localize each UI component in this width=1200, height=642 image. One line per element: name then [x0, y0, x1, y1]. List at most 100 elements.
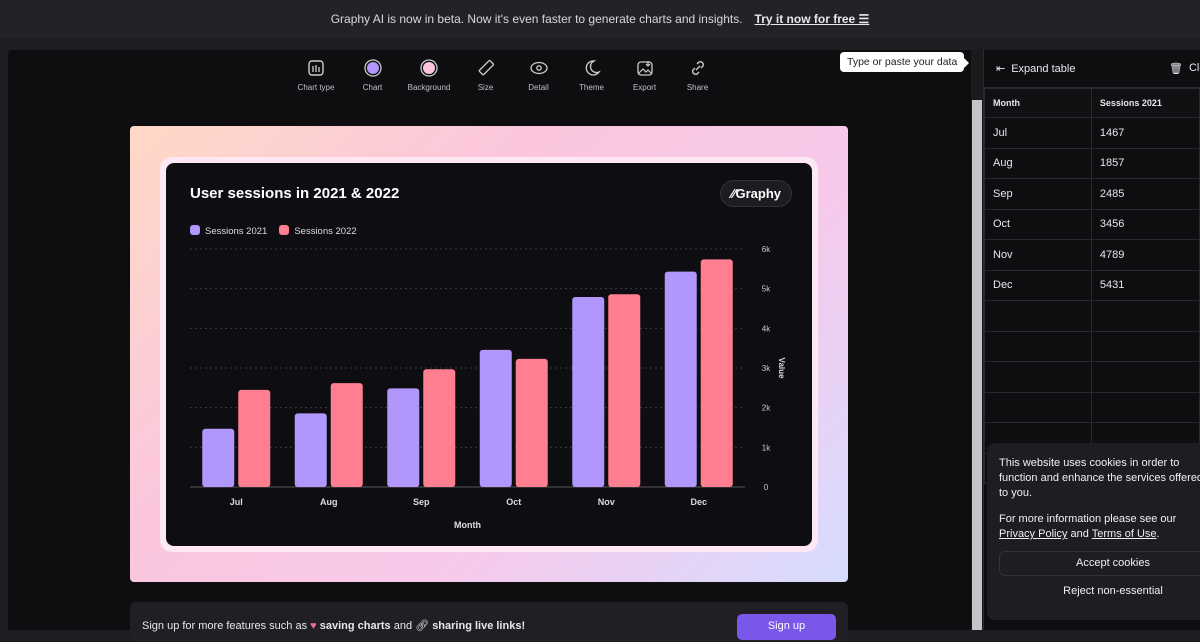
table-cell[interactable]: Sep — [984, 178, 1092, 210]
background-swatch-icon — [419, 58, 439, 78]
chart-title: User sessions in 2021 & 2022 — [190, 185, 400, 202]
chart-frame: User sessions in 2021 & 2022 ⁄⁄Graphy Se… — [160, 157, 818, 552]
table-row: Jul 1467 — [984, 117, 1200, 149]
cookie-text: This website uses cookies in order to fu… — [999, 457, 1200, 499]
link-icon — [688, 58, 708, 78]
eye-icon — [529, 58, 549, 78]
banner-text: Graphy AI is now in beta. Now it's even … — [330, 12, 743, 26]
table-row: Nov 4789 — [984, 239, 1200, 271]
tooltip: Type or paste your data — [840, 52, 970, 72]
table-cell[interactable] — [1090, 361, 1200, 393]
link-icon: 🔗︎ — [415, 620, 430, 632]
scrollbar[interactable] — [971, 50, 983, 630]
heart-icon: ♥ — [310, 620, 317, 632]
table-cell[interactable]: 4789 — [1090, 239, 1200, 271]
x-tick-label: Nov — [598, 497, 615, 507]
column-header[interactable]: Month — [984, 88, 1092, 118]
table-row-empty — [984, 330, 1200, 362]
expand-table-button[interactable]: Expand table — [1011, 62, 1076, 75]
table-cell[interactable]: 1467 — [1090, 117, 1200, 149]
table-cell[interactable] — [1090, 330, 1200, 362]
data-table: Month Sessions 2021 Jul 1467 Aug 1857 Sep 2485 O… — [984, 88, 1200, 484]
y-tick-label: 1k — [762, 443, 771, 452]
bar-sessions-2021-aug — [294, 413, 327, 487]
bar-sessions-2021-oct — [479, 349, 512, 487]
table-cell[interactable]: 1857 — [1090, 147, 1200, 179]
table-cell[interactable] — [984, 361, 1092, 393]
signup-bar: Sign up for more features such as ♥ savi… — [130, 602, 848, 642]
reject-cookies-button[interactable]: Reject non-essential — [1063, 585, 1163, 597]
table-cell[interactable] — [984, 300, 1092, 332]
table-row: Oct 3456 — [984, 208, 1200, 240]
tool-detail[interactable]: Detail — [512, 58, 565, 92]
x-tick-label: Oct — [506, 497, 521, 507]
try-it-link[interactable]: Try it now for free ☰ — [754, 12, 870, 26]
tool-chart[interactable]: Chart — [346, 58, 399, 92]
table-cell[interactable]: Jul — [984, 117, 1092, 149]
bar-chart-icon — [306, 58, 326, 78]
tool-share[interactable]: Share — [671, 58, 724, 92]
table-row-empty — [984, 300, 1200, 332]
trash-icon: 🗑︎ — [1169, 63, 1183, 75]
table-row: Aug 1857 — [984, 147, 1200, 179]
expand-icon: ⇤ — [996, 63, 1006, 75]
announcement-banner: Graphy AI is now in beta. Now it's even … — [0, 0, 1200, 38]
bar-sessions-2022-jul — [238, 389, 271, 487]
y-axis-label: Value — [777, 358, 786, 379]
sign-up-button[interactable]: Sign up — [737, 614, 836, 640]
bar-sessions-2022-sep — [423, 369, 456, 487]
table-cell[interactable]: 5431 — [1090, 269, 1200, 301]
x-tick-label: Aug — [320, 497, 338, 507]
table-cell[interactable]: Oct — [984, 208, 1092, 240]
privacy-policy-link[interactable]: Privacy Policy — [999, 528, 1068, 540]
chart-background: User sessions in 2021 & 2022 ⁄⁄Graphy Se… — [130, 126, 848, 582]
terms-link[interactable]: Terms of Use — [1091, 528, 1157, 540]
bar-sessions-2021-jul — [202, 428, 235, 487]
cookie-banner: This website uses cookies in order to fu… — [987, 443, 1200, 620]
column-header[interactable]: Sessions 2021 — [1090, 88, 1200, 118]
y-tick-label: 5k — [762, 285, 771, 294]
tool-chart-type[interactable]: Chart type — [286, 58, 346, 92]
tool-theme[interactable]: Theme — [565, 58, 618, 92]
scrollbar-thumb[interactable] — [972, 100, 982, 630]
bar-chart: 0 1k 2k 3k 4k 5k 6k Jul Aug Sep Oct Nov Dec Month Valu… — [190, 245, 786, 530]
tool-size[interactable]: Size — [459, 58, 512, 92]
legend-item-2021: Sessions 2021 — [190, 225, 267, 237]
table-row-empty — [984, 361, 1200, 393]
x-tick-label: Jul — [230, 497, 243, 507]
table-row: Sep 2485 — [984, 178, 1200, 210]
accept-cookies-button[interactable]: Accept cookies — [999, 551, 1200, 576]
table-row: Dec 5431 — [984, 269, 1200, 301]
x-tick-label: Dec — [690, 497, 707, 507]
legend-item-2022: Sessions 2022 — [279, 225, 357, 237]
table-cell[interactable]: Dec — [984, 269, 1092, 301]
clear-button[interactable]: 🗑︎Cle — [1169, 62, 1200, 75]
table-cell[interactable] — [1090, 391, 1200, 423]
image-download-icon — [635, 58, 655, 78]
y-tick-label: 3k — [762, 364, 771, 373]
bar-sessions-2021-nov — [572, 297, 605, 487]
y-tick-label: 0 — [764, 483, 769, 492]
tool-background[interactable]: Background — [399, 58, 459, 92]
table-header: Month Sessions 2021 — [984, 88, 1200, 118]
table-cell[interactable] — [984, 330, 1092, 362]
y-tick-label: 2k — [762, 404, 771, 413]
chart-color-swatch-icon — [363, 58, 383, 78]
table-cell[interactable]: 3456 — [1090, 208, 1200, 240]
x-axis-label: Month — [454, 520, 481, 530]
bar-sessions-2021-dec — [664, 271, 697, 487]
y-tick-label: 6k — [762, 245, 771, 254]
y-tick-label: 4k — [762, 324, 771, 333]
table-cell[interactable]: Aug — [984, 147, 1092, 179]
moon-icon — [582, 58, 602, 78]
table-cell[interactable]: Nov — [984, 239, 1092, 271]
toolbar: Chart type Chart Background Size Detail Theme… — [286, 58, 724, 92]
bar-sessions-2022-nov — [608, 294, 641, 487]
legend: Sessions 2021 Sessions 2022 — [190, 225, 357, 237]
table-cell[interactable]: 2485 — [1090, 178, 1200, 210]
bar-sessions-2022-dec — [700, 259, 733, 487]
table-cell[interactable] — [984, 391, 1092, 423]
tool-export[interactable]: Export — [618, 58, 671, 92]
ruler-icon — [476, 58, 496, 78]
table-cell[interactable] — [1090, 300, 1200, 332]
